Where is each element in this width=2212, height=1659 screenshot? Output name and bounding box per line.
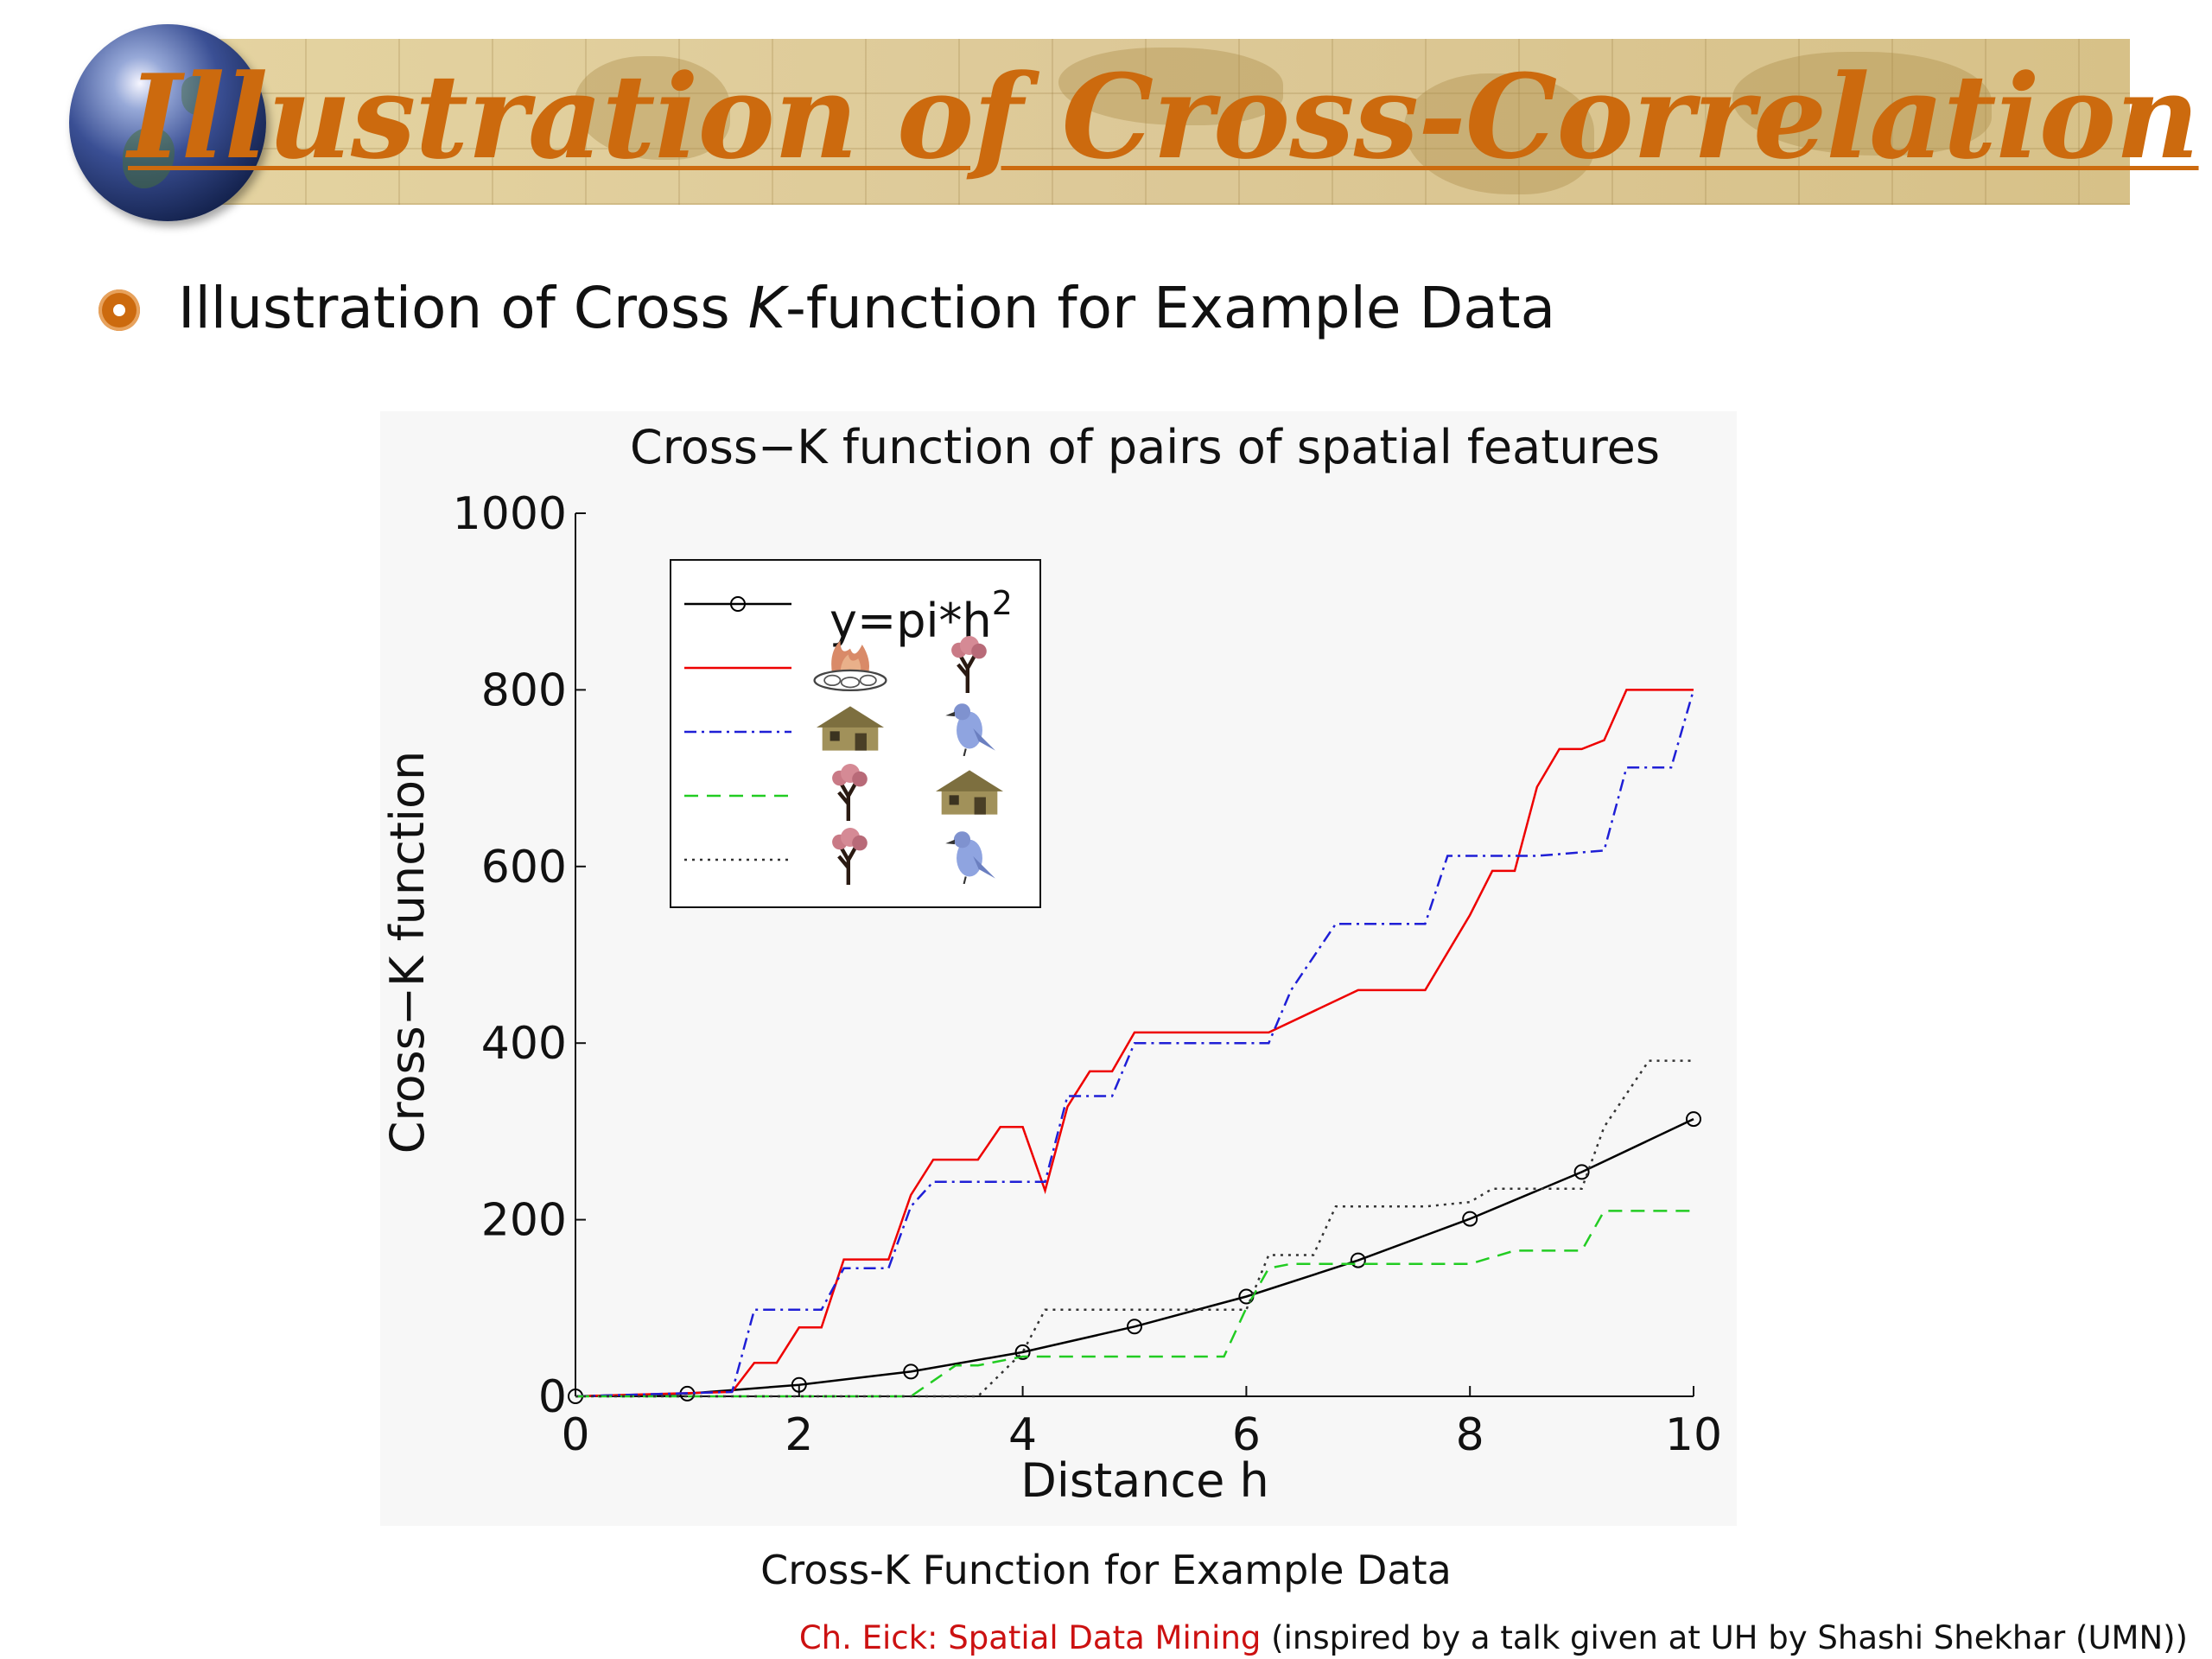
bullet-text-k: K: [747, 275, 785, 341]
bullet-icon: [99, 289, 140, 331]
footer-credit: Ch. Eick: Spatial Data Mining: [798, 1619, 1262, 1656]
chart-panel: Cross−K function of pairs of spatial fea…: [380, 411, 1737, 1526]
y-tick-label: 200: [481, 1195, 567, 1247]
x-tick-label: 6: [1232, 1409, 1261, 1461]
x-tick-label: 10: [1665, 1409, 1722, 1461]
data-point: [1462, 1211, 1478, 1227]
map-continent: [1058, 48, 1283, 125]
bullet-text-post: -function for Example Data: [785, 275, 1556, 341]
x-tick-label: 2: [785, 1409, 813, 1461]
series-line-3: [575, 1210, 1694, 1398]
series-line-2: [575, 690, 1695, 1398]
series-line-0: [575, 1117, 1694, 1398]
x-tick-label: 8: [1456, 1409, 1484, 1461]
x-axis-label: Distance h: [1020, 1453, 1269, 1508]
legend-marker: [730, 596, 746, 612]
data-point: [1686, 1111, 1701, 1128]
y-tick-label: 600: [481, 842, 567, 893]
title-banner: [212, 39, 2130, 205]
x-tick-label: 4: [1008, 1409, 1037, 1461]
footer-note: (inspired by a talk given at UH by Shash…: [1261, 1619, 2188, 1656]
y-tick-label: 400: [481, 1018, 567, 1070]
legend-label: y=pi*h2: [830, 584, 1013, 648]
y-tick-label: 1000: [453, 488, 567, 540]
axes: 0 2 4 6 8 10 0 200 400 600 800 1000: [453, 488, 1722, 1461]
chart-title: Cross−K function of pairs of spatial fea…: [630, 420, 1660, 474]
map-grid: [212, 39, 2130, 205]
series-line-4: [575, 1059, 1694, 1398]
y-tick-label: 800: [481, 664, 567, 716]
map-continent: [1732, 52, 1992, 156]
data-point: [1127, 1319, 1142, 1335]
slide-title: Illustration of Cross-Correlation: [128, 48, 2200, 185]
series-lines: [568, 689, 1701, 1404]
series-line-1: [575, 689, 1694, 1398]
data-point: [1350, 1252, 1366, 1268]
data-point: [1573, 1164, 1590, 1180]
data-point: [903, 1363, 919, 1380]
cross-k-chart: Cross−K function of pairs of spatial fea…: [380, 420, 1722, 1508]
bullet-text-pre: Illustration of Cross: [178, 275, 748, 341]
map-continent: [1404, 73, 1594, 194]
legend: y=pi*h2: [670, 559, 1041, 908]
y-tick-label: 0: [538, 1371, 567, 1423]
x-tick-label: 0: [561, 1409, 589, 1461]
data-point: [791, 1376, 807, 1393]
map-continent: [575, 56, 730, 160]
y-axis-label: Cross−K function: [380, 751, 435, 1154]
globe-icon: [69, 24, 266, 221]
bullet-text: Illustration of Cross K-function for Exa…: [178, 275, 1555, 341]
footer: Ch. Eick: Spatial Data Mining (inspired …: [799, 1619, 2188, 1656]
chart-caption: Cross-K Function for Example Data: [760, 1547, 1452, 1593]
data-point: [1014, 1344, 1031, 1360]
